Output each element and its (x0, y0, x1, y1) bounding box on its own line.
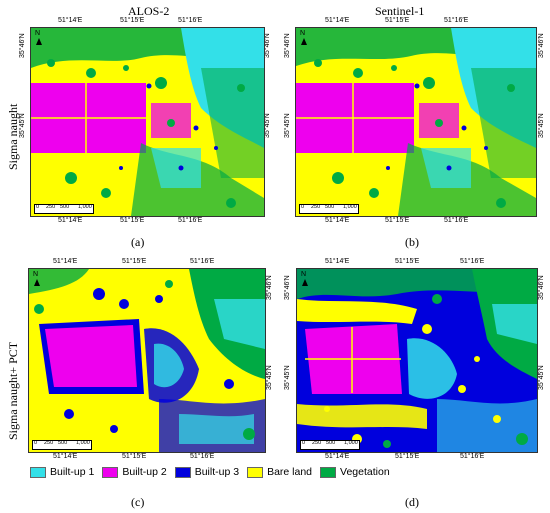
caption-b: (b) (405, 235, 419, 249)
lon-label: 51°14′E (325, 217, 350, 224)
legend-label: Built-up 1 (50, 466, 95, 478)
lon-label: 51°16′E (444, 17, 469, 24)
legend-label: Vegetation (340, 466, 390, 478)
lon-label: 51°15′E (122, 258, 147, 265)
legend-item-builtup-2: Built-up 2 (102, 466, 167, 478)
scale-label-0: 0 (301, 204, 305, 210)
lat-label: 35°45′N (538, 113, 545, 138)
scale-label-500: 500 (325, 204, 335, 210)
north-arrow-label: N (301, 271, 307, 278)
lon-label: 51°14′E (53, 453, 78, 460)
lon-label: 51°16′E (178, 17, 203, 24)
north-arrow-icon (36, 38, 42, 45)
column-title-alos2: ALOS-2 (128, 4, 170, 18)
legend-swatch (30, 466, 46, 478)
lat-label: 35°46′N (19, 33, 26, 58)
legend-swatch (174, 466, 191, 478)
caption-c: (c) (131, 495, 145, 509)
legend-label: Built-up 2 (122, 466, 167, 478)
row-label-sigma-naught-pct: Sigma naught+ PCT (6, 341, 20, 440)
legend-item-builtup-1: Built-up 1 (30, 466, 94, 478)
scale-label-500: 500 (58, 440, 68, 446)
caption-a: (a) (131, 235, 145, 249)
scale-label-0: 0 (34, 440, 38, 446)
legend-swatch (102, 466, 119, 478)
lon-label: 51°14′E (325, 453, 350, 460)
scale-label-0: 0 (302, 440, 306, 446)
lon-label: 51°16′E (460, 258, 485, 265)
lon-label: 51°16′E (460, 453, 485, 460)
legend-label: Built-up 3 (194, 466, 240, 478)
classification-map-c: N 0 250 500 1,000 (28, 268, 266, 453)
lat-label: 35°45′N (19, 113, 26, 138)
lon-label: 51°15′E (395, 453, 420, 460)
scale-label-250: 250 (312, 440, 322, 446)
legend-item-builtup-3: Built-up 3 (174, 466, 240, 478)
legend-item-bare-land: Bare land (247, 466, 312, 478)
lon-label: 51°14′E (58, 217, 83, 224)
lat-label: 35°46′N (284, 33, 291, 58)
lat-label: 35°45′N (284, 365, 291, 390)
scale-label-500: 500 (60, 204, 70, 210)
lon-label: 51°16′E (190, 453, 215, 460)
scale-label-250: 250 (311, 204, 321, 210)
scale-label-250: 250 (44, 440, 54, 446)
lon-label: 51°15′E (120, 217, 145, 224)
caption-d: (d) (405, 495, 419, 509)
lon-label: 51°16′E (178, 217, 203, 224)
lat-label: 35°45′N (266, 365, 273, 390)
scale-label-1000: 1,000 (76, 440, 90, 446)
legend-swatch (320, 466, 337, 478)
lon-label: 51°15′E (120, 17, 145, 24)
lon-label: 51°14′E (53, 258, 78, 265)
scale-bar: 0 250 500 1,000 (299, 204, 359, 214)
lon-label: 51°15′E (385, 17, 410, 24)
legend-swatch (247, 466, 264, 478)
classification-map-b: N 0 250 500 1,000 (295, 27, 537, 217)
scale-bar: 0 250 500 1,000 (34, 204, 94, 214)
lon-label: 51°15′E (122, 453, 147, 460)
lat-label: 35°46′N (538, 275, 545, 300)
scale-bar: 0 250 500 1,000 (300, 440, 360, 450)
classification-map-a: N 0 250 500 1,000 (30, 27, 265, 217)
north-arrow-label: N (300, 30, 306, 37)
north-arrow-icon (34, 279, 40, 286)
lon-label: 51°16′E (190, 258, 215, 265)
lat-label: 35°46′N (284, 275, 291, 300)
lon-label: 51°14′E (325, 17, 350, 24)
legend-label: Bare land (267, 466, 313, 478)
scale-label-1000: 1,000 (343, 204, 357, 210)
north-arrow-label: N (33, 271, 39, 278)
north-arrow-icon (301, 38, 307, 45)
lat-label: 35°46′N (538, 33, 545, 58)
scale-label-1000: 1,000 (78, 204, 92, 210)
scale-bar: 0 250 500 1,000 (32, 440, 92, 450)
lon-label: 51°14′E (58, 17, 83, 24)
column-title-sentinel1: Sentinel-1 (375, 4, 425, 18)
lon-label: 51°16′E (444, 217, 469, 224)
legend-item-vegetation: Vegetation (320, 466, 390, 478)
lat-label: 35°46′N (264, 33, 271, 58)
scale-label-1000: 1,000 (344, 440, 358, 446)
lat-label: 35°45′N (284, 113, 291, 138)
north-arrow-label: N (35, 30, 41, 37)
lon-label: 51°15′E (385, 217, 410, 224)
scale-label-0: 0 (36, 204, 40, 210)
north-arrow-icon (302, 279, 308, 286)
scale-label-500: 500 (326, 440, 336, 446)
classification-map-d: N 0 250 500 1,000 (296, 268, 538, 453)
lon-label: 51°14′E (325, 258, 350, 265)
land-cover-legend: Built-up 1 Built-up 2 Built-up 3 Bare la… (30, 466, 398, 478)
lat-label: 35°45′N (538, 365, 545, 390)
lat-label: 35°45′N (264, 113, 271, 138)
lat-label: 35°46′N (266, 275, 273, 300)
lon-label: 51°15′E (395, 258, 420, 265)
scale-label-250: 250 (46, 204, 56, 210)
